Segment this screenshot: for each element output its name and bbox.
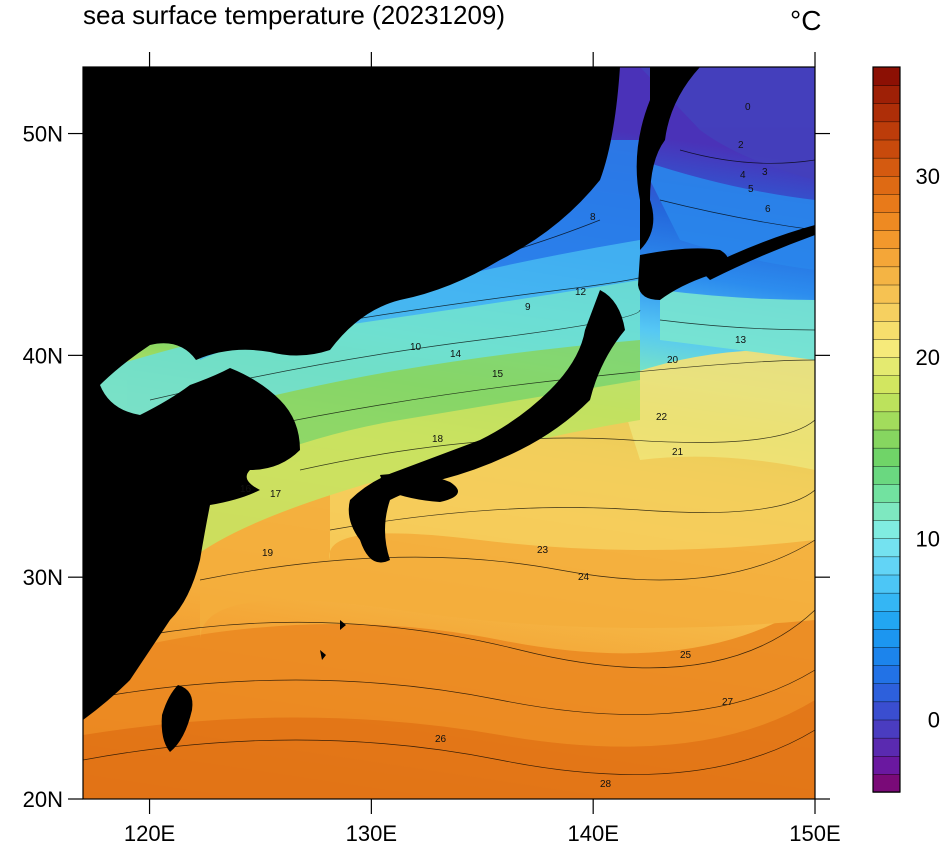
y-tick-label: 40N: [23, 343, 63, 368]
y-tick-label: 20N: [23, 787, 63, 812]
colorbar-swatch: [872, 592, 901, 612]
colorbar-tick-label: 30: [916, 164, 940, 189]
colorbar-tick-label: 0: [928, 708, 940, 733]
colorbar-swatch: [872, 374, 901, 394]
colorbar-swatch: [872, 610, 901, 630]
contour-label: 9: [525, 302, 531, 313]
colorbar-swatch: [872, 284, 901, 304]
colorbar-swatch: [872, 465, 901, 485]
contour-label: 28: [600, 779, 612, 790]
colorbar-swatch: [872, 519, 901, 539]
colorbar-swatch: [872, 157, 901, 177]
contour-label: 10: [410, 342, 422, 353]
contour-label: 13: [735, 335, 747, 346]
contour-label-group: 0 2 3 4 5 6 8 9 10 12 13 14 15 16 17 18 …: [240, 102, 771, 790]
colorbar-swatch: [872, 356, 901, 376]
contour-label: 16: [240, 484, 252, 495]
chart-title: sea surface temperature (20231209): [83, 0, 505, 30]
colorbar-swatch: [872, 211, 901, 231]
contour-lines: [83, 149, 815, 775]
colorbar-swatch: [872, 773, 901, 793]
contour-label: 6: [765, 204, 771, 215]
colorbar-swatch: [872, 755, 901, 775]
colorbar-swatch: [872, 229, 901, 249]
colorbar: 0 10 20 30: [872, 66, 940, 793]
contour-label: 2: [738, 140, 744, 151]
axis-ticks: 120E 130E 140E 150E 20N 30N 40N 50N: [23, 52, 841, 846]
colorbar-swatch: [872, 411, 901, 431]
colorbar-swatch: [872, 683, 901, 703]
contour-label: 4: [740, 170, 746, 181]
colorbar-swatch: [872, 338, 901, 358]
colorbar-swatch: [872, 302, 901, 322]
colorbar-swatch: [872, 628, 901, 648]
colorbar-tick-label: 10: [916, 526, 940, 551]
colorbar-tick-label: 20: [916, 345, 940, 370]
colorbar-swatch: [872, 501, 901, 521]
contour-label: 5: [748, 184, 754, 195]
colorbar-swatch: [872, 556, 901, 576]
contour-label: 25: [680, 650, 692, 661]
contour-label: 8: [590, 212, 596, 223]
colorbar-swatch: [872, 393, 901, 413]
colorbar-swatch: [872, 121, 901, 141]
x-tick-label: 150E: [789, 821, 840, 846]
x-tick-label: 140E: [567, 821, 618, 846]
colorbar-swatch: [872, 646, 901, 666]
y-tick-label: 30N: [23, 565, 63, 590]
contour-label: 23: [537, 545, 549, 556]
colorbar-swatch: [872, 701, 901, 721]
colorbar-swatch: [872, 266, 901, 286]
colorbar-swatch: [872, 719, 901, 739]
contour-label: 14: [450, 349, 462, 360]
map-panel: 0 2 3 4 5 6 8 9 10 12 13 14 15 16 17 18 …: [83, 67, 815, 799]
colorbar-swatch: [872, 429, 901, 449]
contour-label: 19: [262, 548, 274, 559]
contour-label: 15: [492, 369, 504, 380]
colorbar-swatch: [872, 737, 901, 757]
contour-label: 20: [667, 355, 679, 366]
colorbar-swatch: [872, 175, 901, 195]
colorbar-swatch: [872, 320, 901, 340]
contour-label: 27: [722, 697, 734, 708]
colorbar-swatch: [872, 574, 901, 594]
land: [83, 67, 815, 752]
contour-label: 12: [575, 287, 587, 298]
colorbar-swatch: [872, 664, 901, 684]
contour-label: 21: [672, 447, 684, 458]
colorbar-swatch: [872, 447, 901, 467]
contour-label: 17: [270, 489, 282, 500]
x-tick-label: 120E: [124, 821, 175, 846]
x-tick-label: 130E: [346, 821, 397, 846]
colorbar-swatch: [872, 193, 901, 213]
colorbar-swatch: [872, 248, 901, 268]
colorbar-swatch: [872, 66, 901, 86]
contour-label: 24: [578, 572, 590, 583]
contour-label: 22: [656, 412, 668, 423]
colorbar-swatch: [872, 483, 901, 503]
contour-label: 18: [432, 434, 444, 445]
y-tick-label: 50N: [23, 122, 63, 147]
contour-label: 0: [745, 102, 751, 113]
map-frame: [82, 66, 816, 800]
colorbar-swatch: [872, 103, 901, 123]
colorbar-swatch: [872, 84, 901, 104]
contour-label: 3: [762, 167, 768, 178]
contour-label: 26: [435, 734, 447, 745]
colorbar-swatch: [872, 538, 901, 558]
units-label: °C: [790, 5, 821, 36]
colorbar-frame: [872, 66, 901, 793]
colorbar-swatch: [872, 139, 901, 159]
